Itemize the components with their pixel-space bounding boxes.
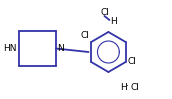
Text: H: H bbox=[110, 17, 117, 26]
Text: N: N bbox=[57, 44, 63, 53]
Text: Cl: Cl bbox=[80, 31, 89, 40]
Text: Cl: Cl bbox=[128, 58, 136, 67]
Text: ·: · bbox=[126, 82, 129, 91]
Text: HN: HN bbox=[3, 44, 17, 53]
Text: H: H bbox=[120, 82, 127, 91]
Text: Cl: Cl bbox=[130, 82, 139, 91]
Text: Cl: Cl bbox=[100, 8, 109, 17]
